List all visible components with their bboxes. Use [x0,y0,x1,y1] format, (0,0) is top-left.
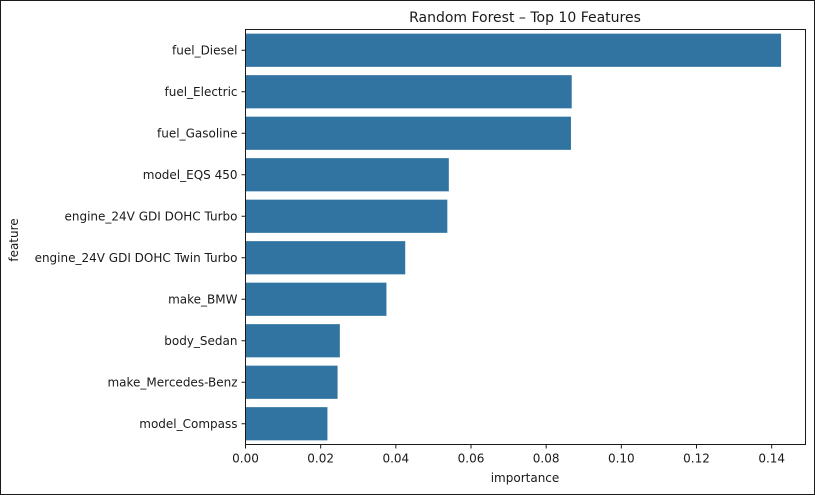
y-tick-label: make_BMW [168,292,238,306]
bar-5 [245,241,406,275]
bar-2 [245,116,571,150]
x-ticks: 0.00 0.02 0.04 0.06 0.08 0.10 0.12 0.14 [232,444,785,466]
x-tick-label: 0.04 [382,452,409,466]
bar-1 [245,75,572,109]
bar-4 [245,199,448,233]
x-tick-label: 0.06 [458,452,485,466]
plot-area [245,29,806,445]
bar-6 [245,282,387,316]
y-tick-label: engine_24V GDI DOHC Turbo [64,209,237,223]
y-tick-label: engine_24V GDI DOHC Twin Turbo [35,251,238,265]
bar-7 [245,324,340,358]
bar-8 [245,365,338,399]
y-tick-label: fuel_Gasoline [157,126,237,140]
y-axis-label: feature [7,218,21,261]
y-tick-label: model_Compass [139,417,237,431]
y-tick-label: model_EQS 450 [143,168,238,182]
x-axis-label: importance [491,471,560,485]
y-tick-labels: fuel_Diesel fuel_Electric fuel_Gasolinemod… [35,43,246,431]
bars-group [245,33,782,441]
x-tick-label: 0.08 [533,452,560,466]
bar-3 [245,158,449,192]
x-tick-label: 0.02 [307,452,334,466]
y-tick-label: body_Sedan [164,334,237,348]
x-tick-label: 0.00 [232,452,259,466]
x-tick-label: 0.12 [683,452,710,466]
y-tick-label: fuel_Electric [164,85,237,99]
x-tick-label: 0.10 [608,452,635,466]
x-tick-label: 0.14 [758,452,785,466]
y-tick-label: make_Mercedes-Benz [107,375,237,389]
bar-9 [245,407,328,441]
bar-0 [245,33,782,67]
y-tick-label: fuel_Diesel [172,43,237,57]
chart-title: Random Forest – Top 10 Features [409,10,641,26]
